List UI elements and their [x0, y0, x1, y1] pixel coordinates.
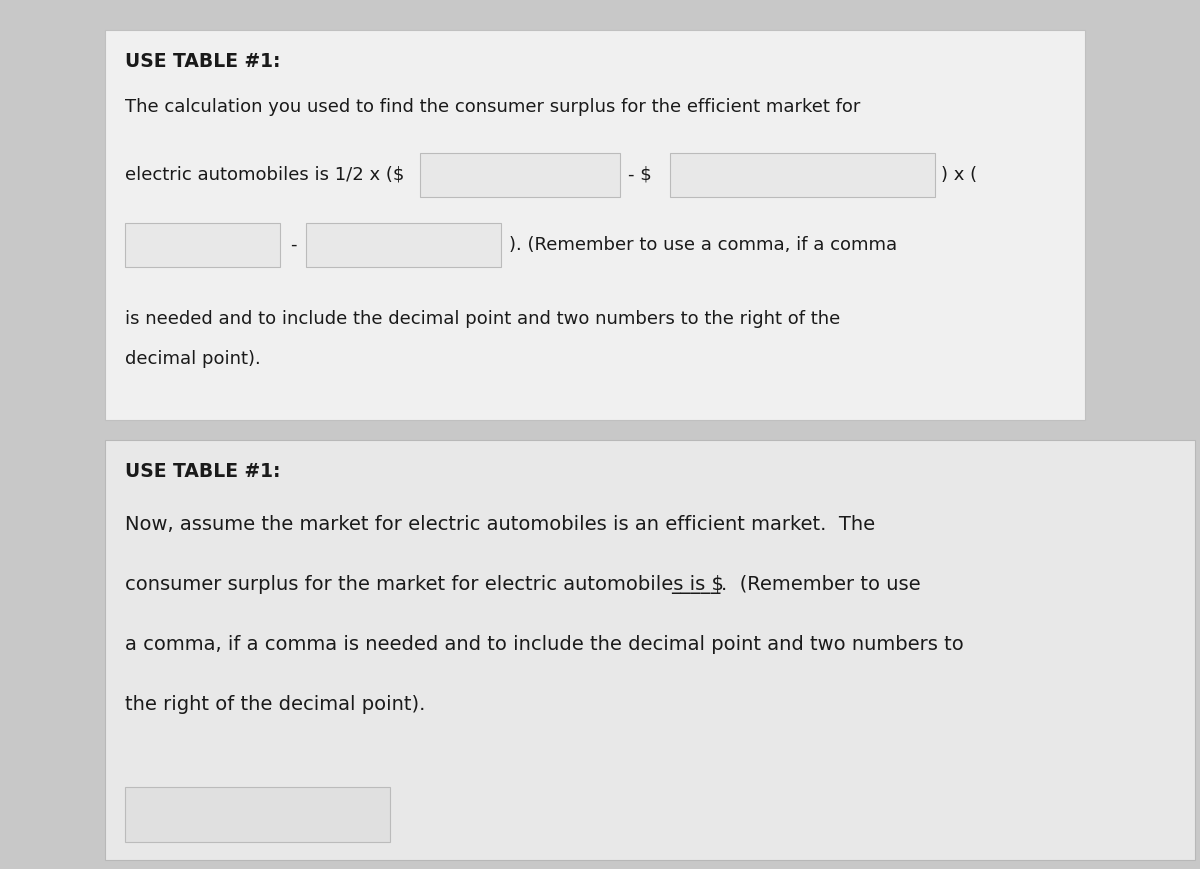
Text: - $: - $ — [628, 166, 652, 184]
Text: .  (Remember to use: . (Remember to use — [721, 575, 920, 594]
Text: electric automobiles is 1/2 x ($: electric automobiles is 1/2 x ($ — [125, 166, 404, 184]
Text: ). (Remember to use a comma, if a comma: ). (Remember to use a comma, if a comma — [509, 236, 898, 254]
FancyBboxPatch shape — [106, 440, 1195, 860]
Text: a comma, if a comma is needed and to include the decimal point and two numbers t: a comma, if a comma is needed and to inc… — [125, 635, 964, 654]
FancyBboxPatch shape — [106, 30, 1085, 420]
Text: ) x (: ) x ( — [941, 166, 977, 184]
Text: Now, assume the market for electric automobiles is an efficient market.  The: Now, assume the market for electric auto… — [125, 515, 875, 534]
FancyBboxPatch shape — [125, 787, 390, 842]
Text: The calculation you used to find the consumer surplus for the efficient market f: The calculation you used to find the con… — [125, 98, 860, 116]
FancyBboxPatch shape — [125, 223, 280, 267]
Text: USE TABLE #1:: USE TABLE #1: — [125, 462, 281, 481]
FancyBboxPatch shape — [306, 223, 502, 267]
FancyBboxPatch shape — [670, 153, 935, 197]
Text: _____: _____ — [671, 575, 720, 594]
Text: USE TABLE #1:: USE TABLE #1: — [125, 52, 281, 71]
Text: the right of the decimal point).: the right of the decimal point). — [125, 695, 425, 714]
Text: -: - — [290, 236, 296, 254]
FancyBboxPatch shape — [420, 153, 620, 197]
Text: decimal point).: decimal point). — [125, 350, 260, 368]
Text: is needed and to include the decimal point and two numbers to the right of the: is needed and to include the decimal poi… — [125, 310, 840, 328]
Text: consumer surplus for the market for electric automobiles is $: consumer surplus for the market for elec… — [125, 575, 724, 594]
